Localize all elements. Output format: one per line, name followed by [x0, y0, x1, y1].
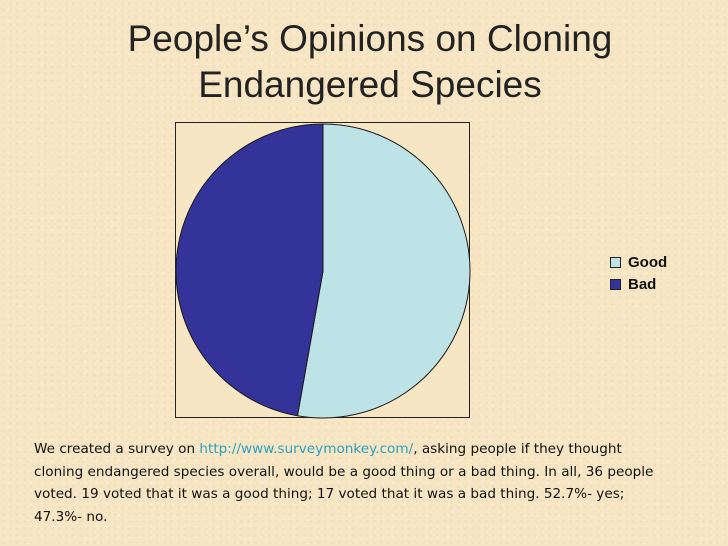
- legend-swatch-good: [610, 256, 621, 268]
- legend-label-good: Good: [628, 253, 668, 271]
- chart-title: People’s Opinions on Cloning Endangered …: [127, 18, 613, 105]
- survey-link[interactable]: http://www.surveymonkey.com/: [199, 441, 414, 457]
- legend-swatch-bad: [610, 278, 621, 290]
- pie-chart: [176, 123, 471, 419]
- description-text-start: We created a survey on: [34, 441, 200, 457]
- pie-slice-good: [296, 123, 471, 419]
- pie-plot-area: [175, 122, 471, 419]
- description-text-end: , asking people if they thought cloning …: [34, 441, 654, 525]
- pie-slice-bad: [176, 123, 324, 417]
- legend: Good Bad: [610, 251, 667, 295]
- survey-description: We created a survey on http://www.survey…: [34, 438, 674, 528]
- legend-item-good: Good: [610, 251, 667, 273]
- legend-label-bad: Bad: [628, 275, 657, 293]
- legend-item-bad: Bad: [610, 273, 667, 295]
